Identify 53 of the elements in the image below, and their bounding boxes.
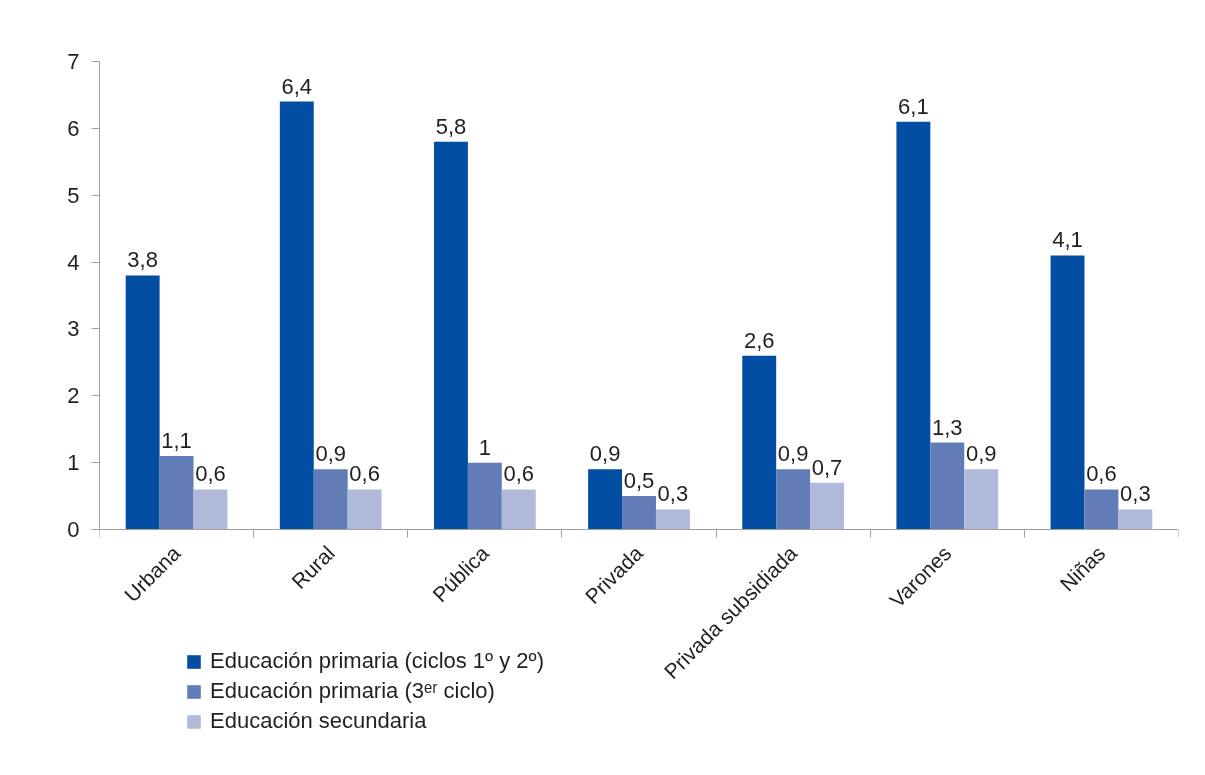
data-label: 0,9 <box>965 441 997 467</box>
bar <box>622 496 656 530</box>
bar <box>964 469 999 530</box>
y-tick-label: 1 <box>67 450 80 476</box>
data-label: 0,3 <box>1120 481 1151 507</box>
bar <box>501 489 536 530</box>
bar <box>347 489 382 530</box>
legend-label: Educación secundaria <box>210 708 427 734</box>
data-label: 3,8 <box>127 247 158 273</box>
y-tick-label: 6 <box>67 115 80 141</box>
data-label: 0,6 <box>349 461 380 487</box>
y-tick-label: 2 <box>67 383 80 409</box>
bar <box>776 469 811 530</box>
bar <box>125 275 160 530</box>
y-tick-label: 5 <box>67 182 80 208</box>
bar <box>1118 509 1153 530</box>
data-label: 0,9 <box>315 441 347 467</box>
legend-label: Educación primaria (3ᵉʳ ciclo) <box>210 678 495 704</box>
data-label: 0,6 <box>503 461 535 487</box>
bar <box>1084 489 1119 530</box>
data-label: 0,9 <box>777 441 809 467</box>
data-label: 0,9 <box>589 441 621 467</box>
data-label: 0,7 <box>811 454 843 480</box>
data-label: 4,1 <box>1052 227 1083 253</box>
bar <box>588 469 623 530</box>
data-label: 6,1 <box>898 93 929 119</box>
bar <box>1050 255 1085 530</box>
bar <box>896 121 931 530</box>
bar <box>467 462 502 530</box>
data-label: 1 <box>478 434 491 460</box>
data-label: 1,3 <box>931 414 963 440</box>
y-tick-label: 4 <box>67 249 80 275</box>
data-label: 0,5 <box>623 468 655 494</box>
bar <box>279 101 314 530</box>
data-label: 5,8 <box>435 113 467 139</box>
data-label: 1,1 <box>161 427 192 453</box>
data-label: 0,3 <box>657 481 689 507</box>
bar <box>810 482 845 530</box>
y-tick-label: 7 <box>67 49 80 74</box>
bar <box>655 509 690 530</box>
bar <box>313 469 348 530</box>
data-label: 0,6 <box>1086 461 1117 487</box>
y-tick-label: 3 <box>67 316 80 342</box>
data-label: 6,4 <box>281 73 313 99</box>
bar <box>193 489 228 530</box>
bar <box>742 355 777 530</box>
legend-label: Educación primaria (ciclos 1º y 2º) <box>210 648 544 674</box>
y-tick-label: 0 <box>67 517 80 542</box>
bar <box>433 141 468 530</box>
bar <box>159 455 194 530</box>
data-label: 0,6 <box>195 461 226 487</box>
data-label: 2,6 <box>743 327 775 353</box>
bar <box>930 442 965 530</box>
